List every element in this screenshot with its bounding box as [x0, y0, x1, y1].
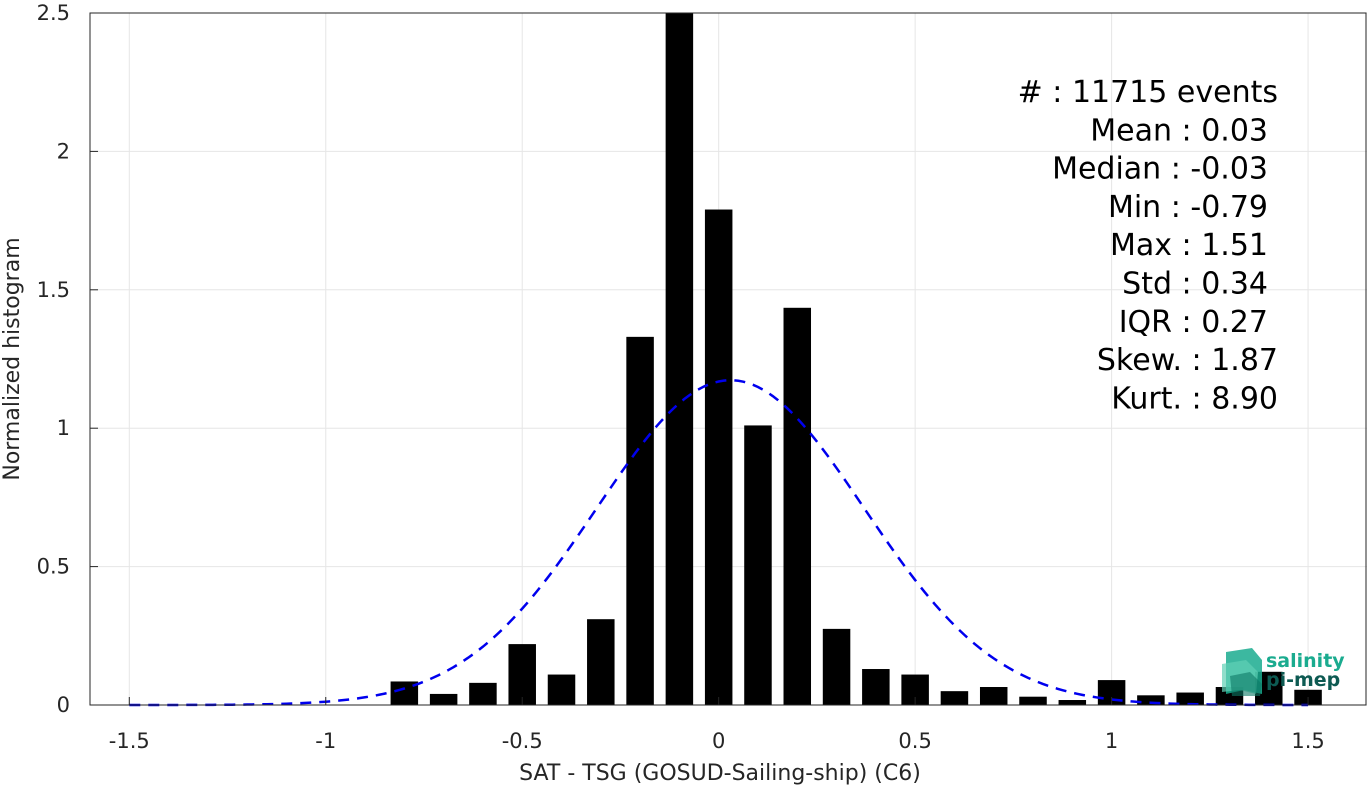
logo-line-2: pi-mep: [1266, 669, 1340, 691]
stat-line: Min : -0.79: [1108, 190, 1268, 225]
histogram-bar: [429, 693, 458, 705]
histogram-bar: [390, 681, 419, 705]
histogram-bar: [979, 687, 1008, 705]
histogram-bar: [665, 13, 694, 705]
x-tick-label: 1: [1105, 729, 1118, 753]
x-axis-label: SAT - TSG (GOSUD-Sailing-ship) (C6): [519, 761, 921, 786]
histogram-bar: [940, 691, 969, 705]
histogram-bar: [783, 307, 812, 705]
y-axis-label: Normalized histogram: [0, 237, 25, 480]
stat-line: Skew. : 1.87: [1097, 343, 1278, 378]
x-tick-label: 0: [712, 729, 725, 753]
y-tick-label: 1.5: [37, 278, 70, 302]
histogram-bar: [822, 628, 851, 705]
y-axis-ticks: 0 0.5 1 1.5 2 2.5: [37, 1, 98, 717]
histogram-bar: [1176, 692, 1204, 705]
x-tick-label: 1.5: [1291, 729, 1324, 753]
stat-line: IQR : 0.27: [1119, 305, 1268, 340]
wave-logo-icon: [1222, 648, 1262, 696]
logo-line-1: salinity: [1266, 650, 1345, 672]
histogram-bar: [1137, 695, 1165, 705]
histogram-bar: [626, 336, 654, 705]
stat-line: Kurt. : 8.90: [1111, 381, 1278, 416]
histogram-bar: [1019, 696, 1047, 705]
histogram-bar: [862, 669, 890, 705]
y-tick-label: 1: [57, 416, 70, 440]
histogram-bar: [744, 425, 772, 705]
stat-line: # : 11715 events: [1018, 75, 1278, 110]
x-tick-label: -0.5: [502, 729, 543, 753]
y-tick-label: 0.5: [37, 555, 70, 579]
stat-line: Std : 0.34: [1122, 267, 1268, 302]
y-tick-label: 2: [57, 139, 70, 163]
x-tick-label: 0.5: [898, 729, 931, 753]
stat-line: Median : -0.03: [1052, 152, 1268, 187]
x-tick-label: -1: [315, 729, 336, 753]
bars: [390, 13, 1322, 705]
x-tick-label: -1.5: [109, 729, 150, 753]
x-axis-ticks: -1.5 -1 -0.5 0 0.5 1 1.5: [109, 697, 1325, 753]
salinity-pimep-logo: salinity pi-mep: [1222, 648, 1345, 696]
histogram-bar: [587, 619, 615, 705]
histogram-bar: [1058, 700, 1087, 705]
axes-box: [89, 12, 1367, 706]
histogram-bar: [547, 674, 576, 705]
histogram-bar: [469, 682, 497, 705]
histogram-bar: [704, 209, 733, 705]
y-tick-label: 0: [57, 693, 70, 717]
stat-line: Mean : 0.03: [1090, 113, 1268, 148]
y-tick-label: 2.5: [37, 1, 70, 25]
stat-line: Max : 1.51: [1110, 228, 1268, 263]
histogram-bar: [508, 644, 536, 705]
